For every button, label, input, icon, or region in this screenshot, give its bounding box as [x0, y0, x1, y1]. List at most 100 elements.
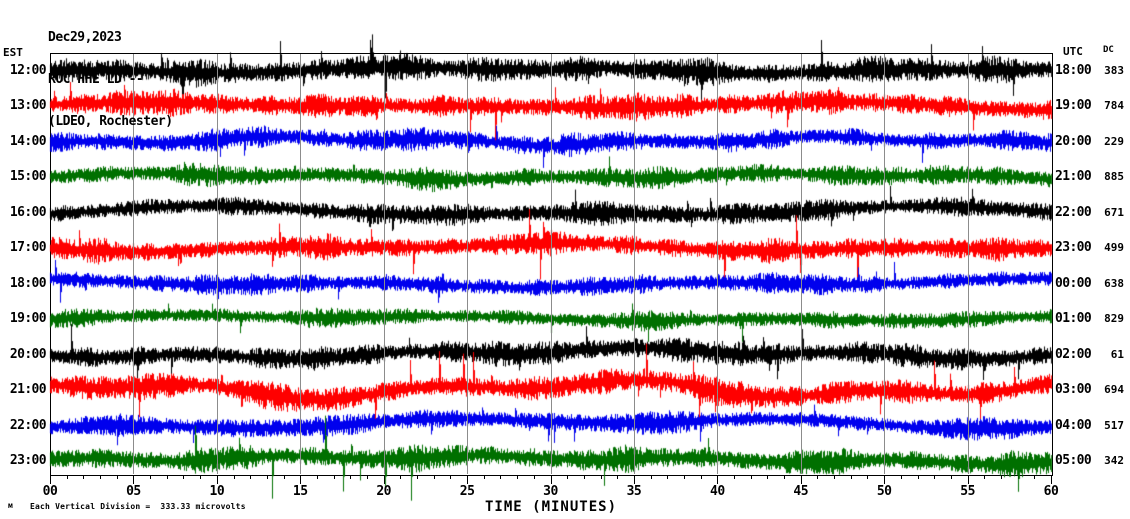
minor-tick-41 [734, 475, 736, 479]
major-tick-55 [967, 475, 969, 484]
minor-tick-37 [667, 475, 669, 479]
minute-label-45: 45 [793, 484, 809, 499]
est-axis-label: EST [3, 46, 23, 59]
dc-column-label: DC [1103, 45, 1114, 55]
est-time-label-14:00: 14:00 [9, 133, 47, 149]
major-tick-25 [467, 475, 469, 484]
gridline-minute-55 [967, 54, 969, 474]
minute-label-50: 50 [876, 484, 892, 499]
minor-tick-33 [600, 475, 602, 479]
est-time-label-21:00: 21:00 [9, 382, 47, 398]
minor-tick-57 [1000, 475, 1002, 479]
gridline-minute-45 [800, 54, 802, 474]
minor-tick-27 [500, 475, 502, 479]
dc-value-4: 671 [1104, 205, 1124, 219]
minute-label-00: 00 [42, 484, 58, 499]
dc-value-1: 784 [1104, 99, 1124, 113]
major-tick-30 [550, 475, 552, 484]
utc-time-label-18:00: 18:00 [1055, 63, 1092, 78]
est-time-label-15:00: 15:00 [9, 169, 47, 185]
header-block: Dec29,2023 ROC HHE LD -- (LDEO, Rocheste… [48, 3, 173, 157]
major-tick-15 [300, 475, 302, 484]
minute-label-30: 30 [543, 484, 558, 499]
est-time-label-23:00: 23:00 [9, 452, 47, 468]
gridline-minute-40 [717, 54, 719, 474]
minute-label-60: 60 [1043, 484, 1059, 499]
gridline-minute-20 [383, 54, 385, 474]
minute-label-10: 10 [209, 484, 225, 499]
gridline-minute-15 [300, 54, 302, 474]
header-location: (LDEO, Rochester) [48, 114, 173, 129]
minor-tick-32 [583, 475, 585, 479]
dc-value-2: 229 [1104, 134, 1124, 148]
minor-tick-54 [950, 475, 952, 479]
major-tick-35 [633, 475, 635, 484]
minor-tick-31 [567, 475, 569, 479]
est-time-label-19:00: 19:00 [9, 311, 47, 327]
dc-value-9: 694 [1104, 383, 1124, 397]
dc-value-11: 342 [1104, 453, 1124, 467]
minor-tick-23 [433, 475, 435, 479]
est-time-label-13:00: 13:00 [9, 98, 47, 114]
est-time-label-16:00: 16:00 [9, 204, 47, 220]
utc-axis-label: UTC [1063, 45, 1083, 58]
minor-tick-28 [517, 475, 519, 479]
utc-time-label-21:00: 21:00 [1055, 169, 1092, 185]
major-tick-60 [1051, 475, 1052, 484]
major-tick-10 [216, 475, 218, 484]
utc-time-label-19:00: 19:00 [1055, 98, 1092, 114]
dc-value-7: 829 [1104, 312, 1124, 326]
minor-tick-1 [66, 475, 68, 479]
major-tick-20 [383, 475, 385, 484]
corner-mark: м [8, 501, 13, 510]
minor-tick-12 [250, 475, 252, 479]
minor-tick-29 [533, 475, 535, 479]
est-time-label-18:00: 18:00 [9, 275, 47, 291]
minor-tick-52 [917, 475, 919, 479]
utc-time-label-22:00: 22:00 [1055, 204, 1092, 220]
utc-time-label-02:00: 02:00 [1055, 346, 1092, 362]
minor-tick-11 [233, 475, 235, 479]
major-tick-5 [133, 475, 135, 484]
minor-tick-38 [683, 475, 685, 479]
est-time-label-17:00: 17:00 [9, 240, 47, 256]
minor-tick-58 [1017, 475, 1019, 479]
minor-tick-6 [150, 475, 152, 479]
utc-time-label-20:00: 20:00 [1055, 133, 1092, 149]
dc-value-8: 61 [1110, 347, 1124, 361]
header-date: Dec29,2023 [48, 30, 122, 45]
minor-tick-19 [366, 475, 368, 479]
minor-tick-49 [867, 475, 869, 479]
utc-time-label-00:00: 00:00 [1055, 275, 1092, 291]
gridline-minute-10 [216, 54, 218, 474]
minor-tick-51 [900, 475, 902, 479]
minute-label-20: 20 [376, 484, 391, 499]
minor-tick-18 [350, 475, 352, 479]
minor-tick-17 [333, 475, 335, 479]
gridline-minute-50 [884, 54, 886, 474]
minor-tick-46 [817, 475, 819, 479]
minor-tick-44 [784, 475, 786, 479]
dc-value-5: 499 [1104, 241, 1124, 255]
minor-tick-9 [200, 475, 202, 479]
major-tick-0 [50, 475, 51, 484]
minor-tick-4 [116, 475, 118, 479]
gridline-minute-30 [550, 54, 552, 474]
minute-label-40: 40 [710, 484, 725, 499]
minor-tick-47 [834, 475, 836, 479]
utc-time-label-01:00: 01:00 [1055, 311, 1092, 327]
dc-value-6: 638 [1104, 276, 1124, 290]
dc-value-10: 517 [1104, 418, 1124, 432]
est-time-label-12:00: 12:00 [9, 63, 47, 78]
minute-label-25: 25 [459, 484, 475, 499]
utc-time-label-05:00: 05:00 [1055, 452, 1092, 468]
minor-tick-56 [984, 475, 986, 479]
vertical-division-caption: Each Vertical Division = 333.33 microvol… [30, 502, 246, 511]
minor-tick-21 [400, 475, 402, 479]
minor-tick-39 [700, 475, 702, 479]
major-tick-50 [884, 475, 886, 484]
minor-tick-22 [417, 475, 419, 479]
minor-tick-8 [183, 475, 185, 479]
utc-time-label-03:00: 03:00 [1055, 382, 1092, 398]
